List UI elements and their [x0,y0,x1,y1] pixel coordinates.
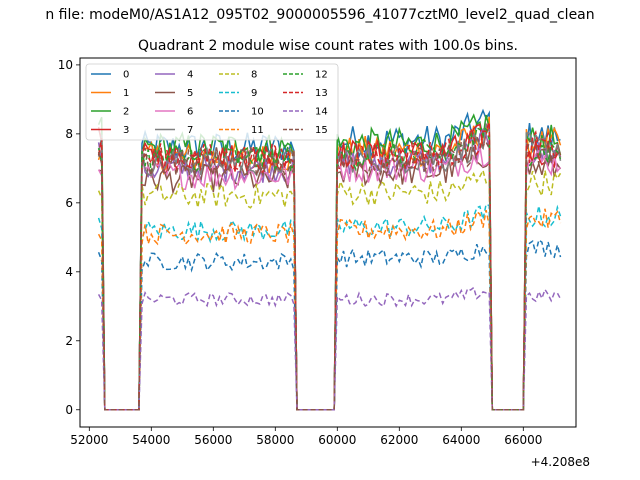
y-tick-label: 6 [65,196,73,210]
x-tick-label: 60000 [318,433,356,447]
legend-label-9: 9 [251,88,257,99]
legend-label-7: 7 [187,125,193,136]
figure-suptitle: n file: modeM0/AS1A12_095T02_9000005596_… [45,7,594,23]
y-tick-label: 2 [65,334,73,348]
legend-label-13: 13 [315,88,328,99]
x-axis: 52000 54000 56000 58000 60000 62000 64000 66000 [70,427,542,447]
legend-label-3: 3 [123,125,129,136]
legend-label-10: 10 [251,107,264,118]
y-tick-label: 8 [65,127,73,141]
x-tick-label: 62000 [380,433,418,447]
x-tick-label: 56000 [194,433,232,447]
series-line-9 [97,203,562,411]
series-layer [97,108,562,411]
series-line-11 [97,208,562,411]
series-line-13 [97,121,561,411]
x-tick-label: 54000 [132,433,170,447]
y-tick-label: 10 [58,58,73,72]
legend-label-0: 0 [123,70,129,81]
x-tick-label: 64000 [442,433,480,447]
legend-frame [85,63,339,141]
x-tick-label: 52000 [70,433,108,447]
x-axis-offset-label: +4.208e8 [531,455,590,469]
series-line-15 [97,134,561,411]
legend-label-4: 4 [187,70,193,81]
series-line-8 [97,168,562,411]
legend-label-11: 11 [251,125,264,136]
legend-label-14: 14 [315,107,328,118]
legend-label-6: 6 [187,107,193,118]
legend-label-1: 1 [123,88,129,99]
x-tick-label: 58000 [256,433,294,447]
legend-label-5: 5 [187,88,193,99]
legend-label-2: 2 [123,107,129,118]
legend-label-15: 15 [315,125,328,136]
x-tick-label: 66000 [504,433,542,447]
legend-label-8: 8 [251,70,257,81]
y-tick-label: 4 [65,265,73,279]
y-axis: 0 2 4 6 8 10 [58,58,80,417]
chart-title: Quadrant 2 module wise count rates with … [138,38,518,54]
y-tick-label: 0 [65,403,73,417]
legend-label-12: 12 [315,70,328,81]
series-line-14 [97,286,562,411]
